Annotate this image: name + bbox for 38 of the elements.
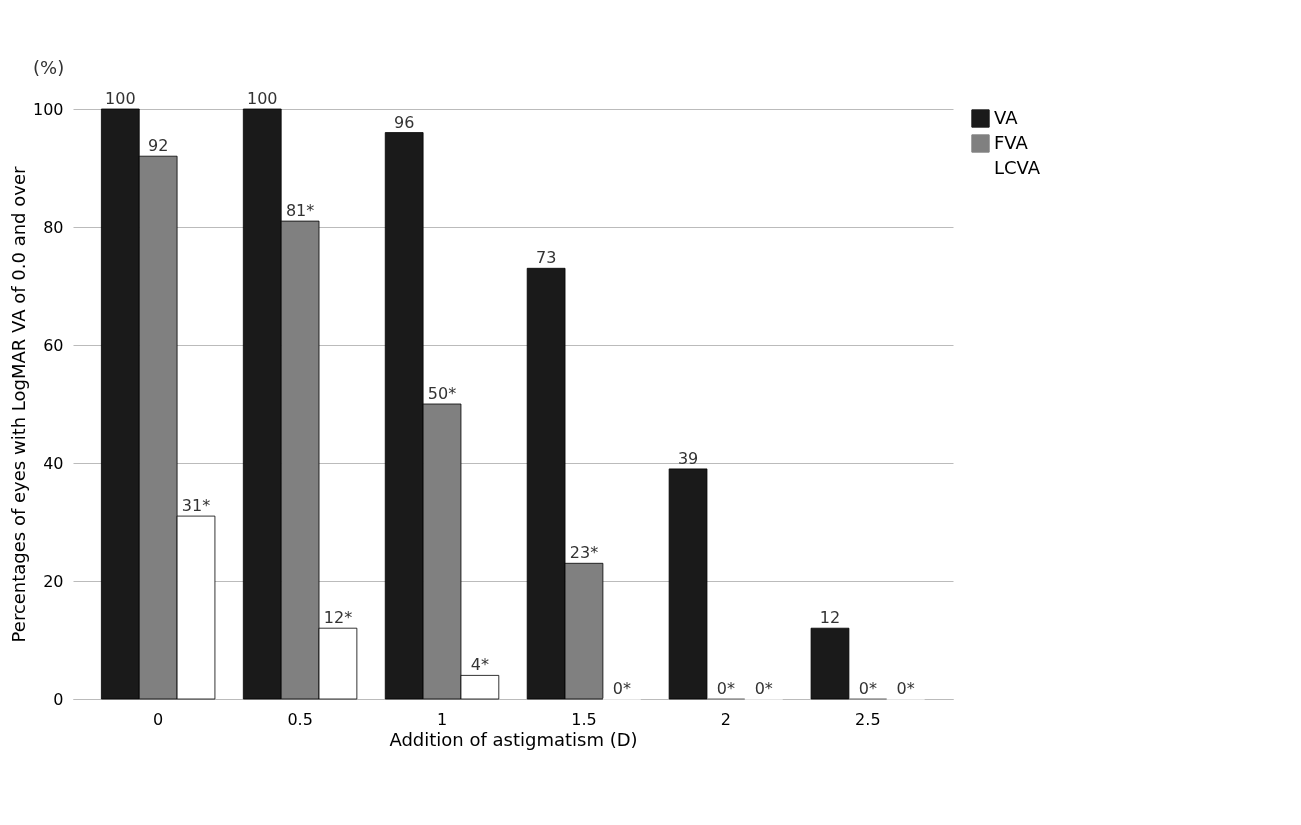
y-tick-label: 80 [43, 217, 64, 237]
data-label: 0* [754, 679, 773, 698]
data-label: 31* [181, 496, 211, 516]
data-label: 12 [819, 608, 841, 628]
x-tick-label: 2.5 [855, 709, 881, 729]
x-tick-label: 2 [720, 709, 731, 729]
data-label: 100 [105, 89, 136, 108]
data-label: 73 [535, 248, 557, 268]
data-label: 92 [147, 136, 169, 156]
data-label: 23* [569, 543, 599, 563]
y-tick-label: 60 [43, 335, 64, 355]
data-label: 12* [323, 608, 353, 628]
y-axis-title: Percentages of eyes with LogMAR VA of 0.0 and over [7, 166, 29, 643]
legend-label: VA [994, 106, 1019, 128]
y-tick-label: 100 [32, 99, 64, 119]
x-axis-title: Addition of astigmatism (D) [389, 728, 638, 750]
data-label: 0* [896, 679, 915, 698]
data-label: 96 [394, 112, 415, 132]
bar [810, 627, 850, 700]
x-tick-label: 1 [436, 709, 448, 729]
text: (%) [33, 57, 65, 78]
data-label: 100 [246, 89, 278, 108]
data-label: 39 [677, 448, 699, 468]
text: LCVA [994, 156, 1041, 178]
x-tick-label: 0 [153, 709, 164, 729]
data-label: 0* [716, 679, 735, 698]
x-tick-label: 0.5 [287, 709, 313, 729]
y-tick-label: 20 [43, 571, 64, 591]
bar [668, 468, 708, 700]
data-label: 4* [470, 655, 489, 675]
data-label: 50* [427, 384, 457, 403]
y-tick-label: 40 [43, 453, 64, 473]
data-label: 81* [285, 201, 315, 221]
legend-label: FVA [994, 131, 1029, 153]
data-label: 0* [858, 679, 877, 698]
data-label: 0* [612, 679, 631, 698]
y-tick-label: 0 [53, 689, 64, 709]
x-tick-label: 1.5 [571, 709, 597, 729]
